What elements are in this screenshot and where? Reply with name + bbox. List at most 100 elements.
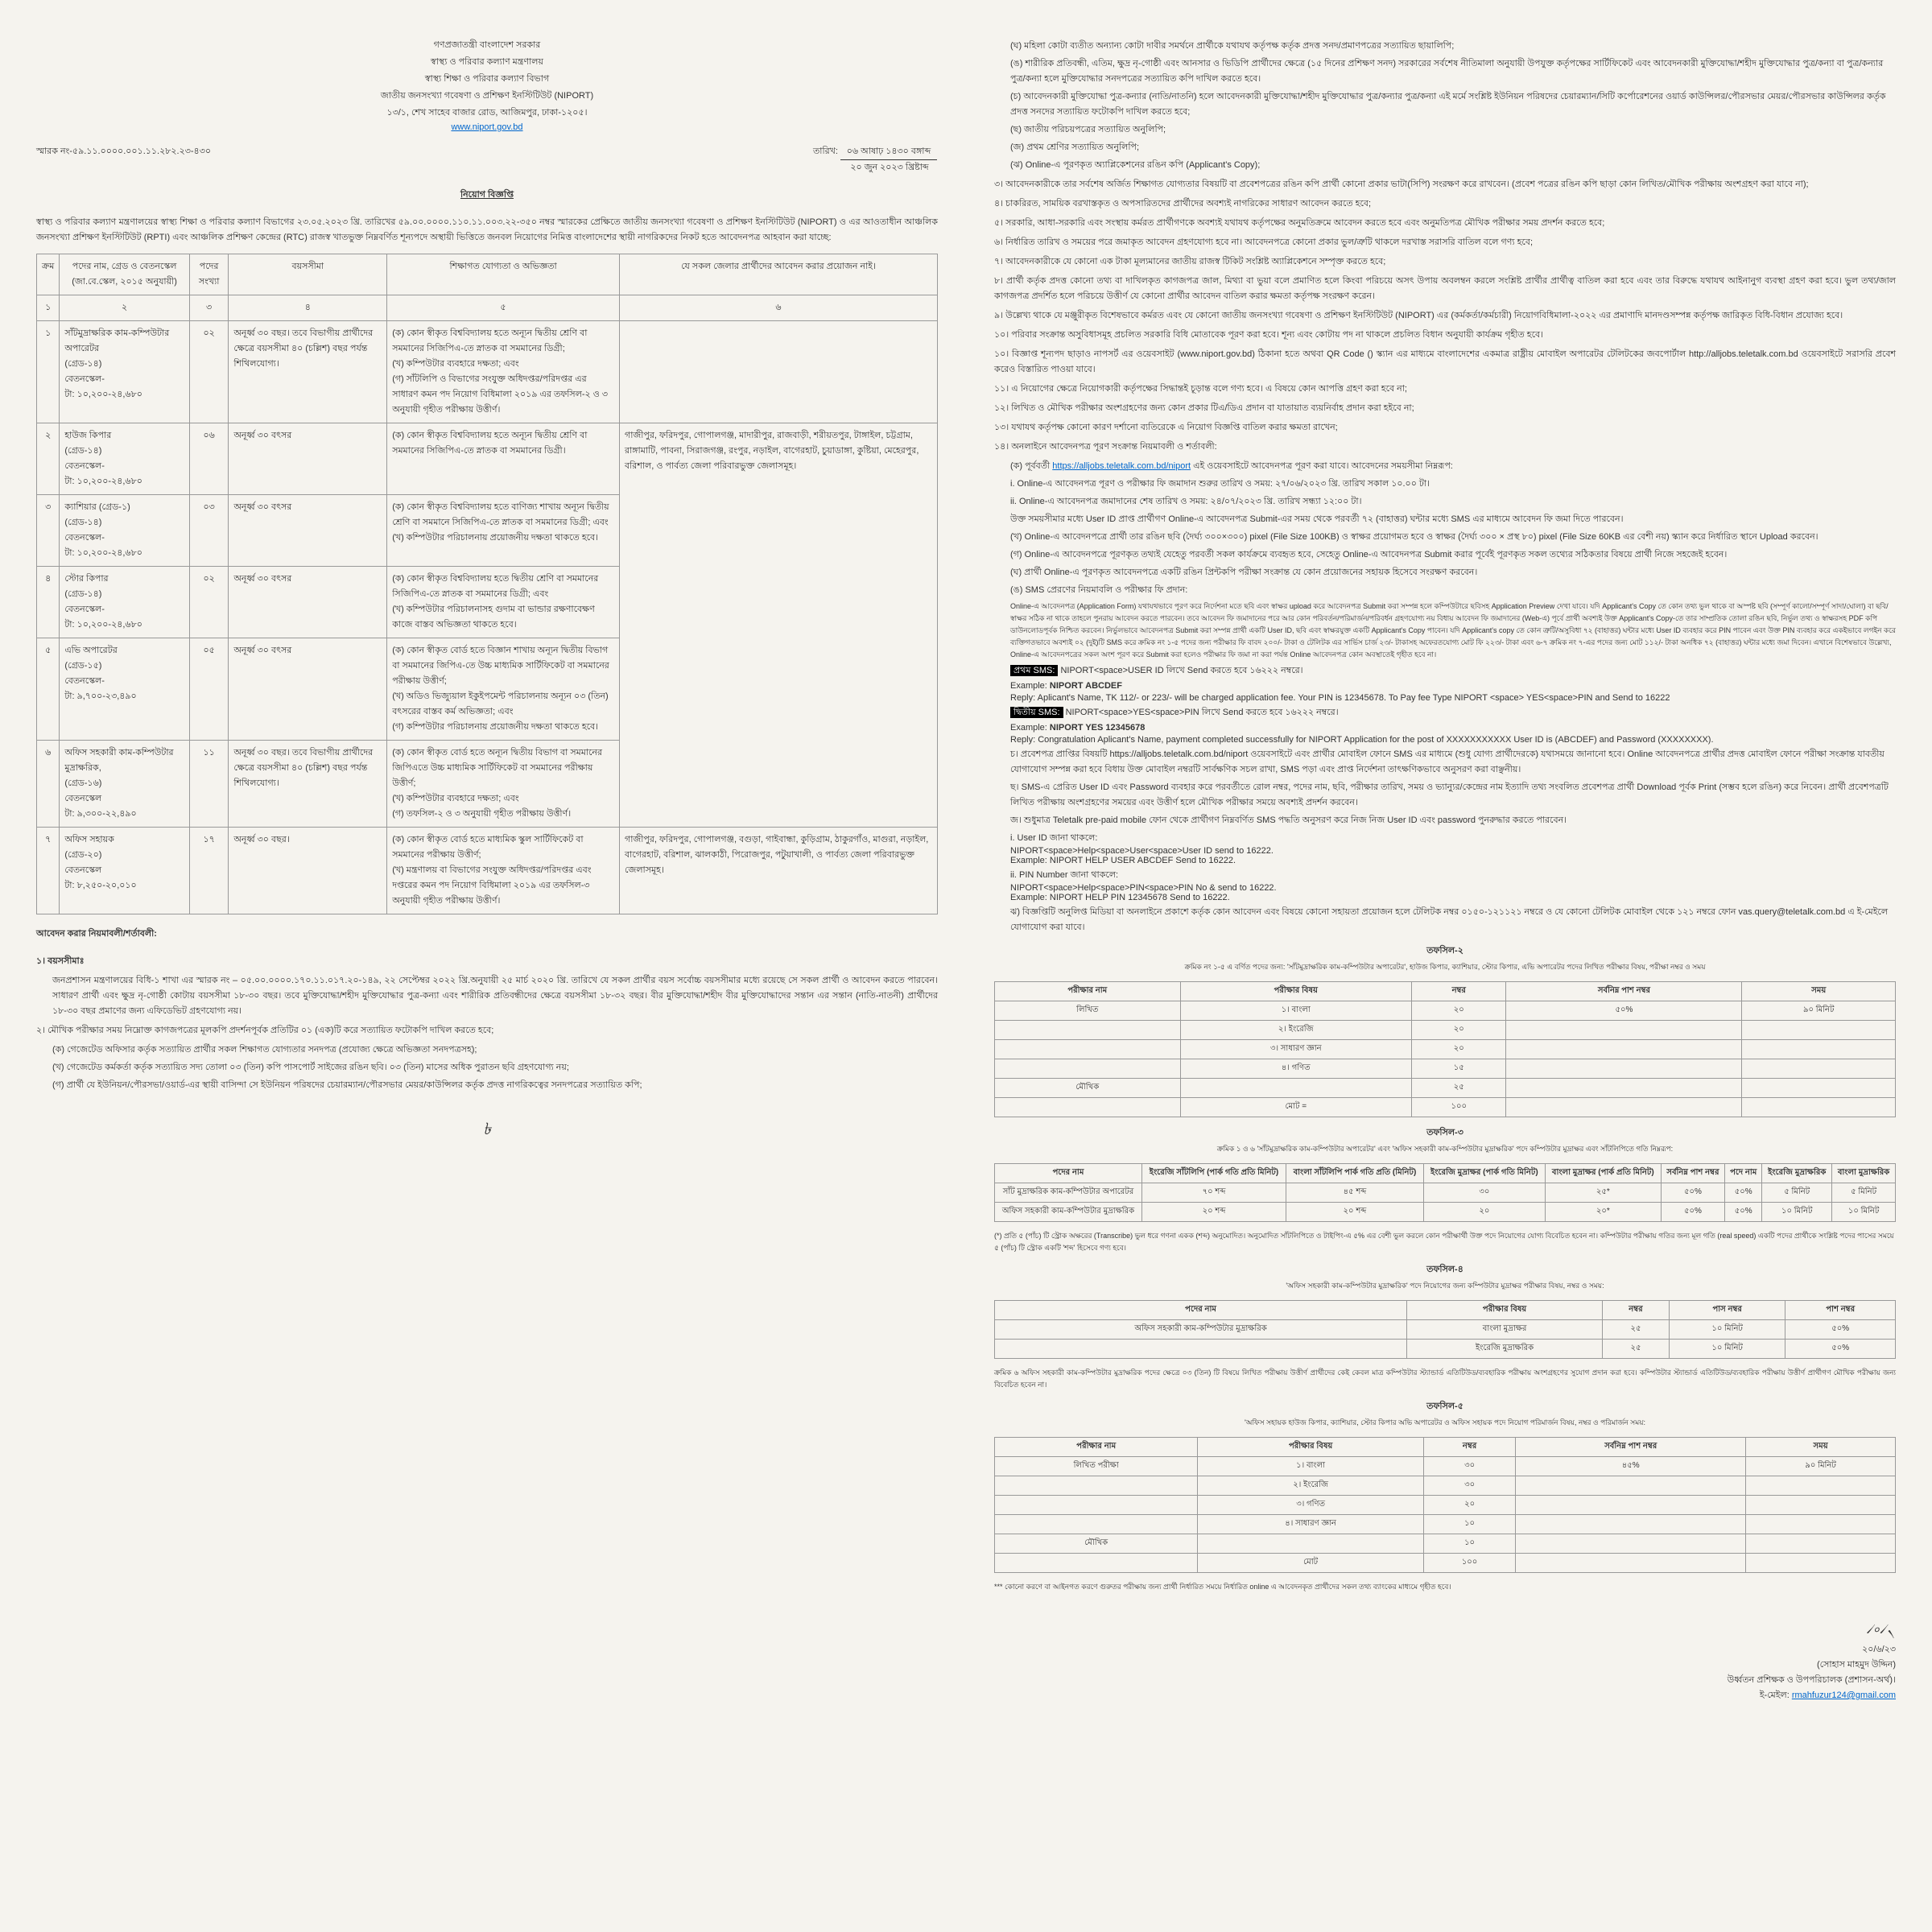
sh3: ৩: [189, 295, 229, 321]
table-cell: ৫০%: [1506, 1001, 1742, 1021]
table-row: ১সাঁটমুদ্রাক্ষরিক কাম-কম্পিউটার অপারেটর …: [37, 321, 938, 423]
table-cell: ১। বাংলা: [1180, 1001, 1411, 1021]
signature-block: ৴৹৴৲ ২০/৬/২৩ (সোহাস মাহমুদ উদ্দিন) উর্ধ্…: [994, 1617, 1896, 1703]
table-cell: ৩। গণিত: [1198, 1496, 1423, 1515]
table-cell: ২। ইংরেজি: [1180, 1021, 1411, 1040]
table-cell: [1742, 1098, 1896, 1117]
table-cell: ৪। গণিত: [1180, 1059, 1411, 1079]
item6: ৬। নির্ধারিত তারিখ ও সময়ের পরে জমাকৃত আ…: [994, 235, 1896, 250]
table-cell-area: [620, 321, 938, 423]
table-cell: ৪৫ শব্দ: [1286, 1183, 1423, 1203]
table-cell: ৩০: [1423, 1476, 1516, 1496]
item14ai: i. Online-এ আবেদনপত্র পূরণ ও পরীক্ষার ফি…: [1010, 477, 1896, 492]
sms2: দ্বিতীয় SMS: NIPORT<space>YES<space>PIN…: [1010, 705, 1896, 720]
website-link[interactable]: www.niport.gov.bd: [451, 122, 522, 132]
table-cell: অনূর্ধ্ব ৩০ বছর।: [229, 828, 387, 914]
email-link[interactable]: rmahfuzur124@gmail.com: [1792, 1690, 1896, 1700]
item3: ৩। আবেদনকারীকে তার সর্বশেষ অর্জিত শিক্ষা…: [994, 177, 1896, 192]
application-link[interactable]: https://alljobs.teletalk.com.bd/niport: [1052, 461, 1191, 471]
table-cell: [1506, 1059, 1742, 1079]
th: ইংরেজি মুদ্রাক্ষরিক: [1762, 1164, 1832, 1183]
table-row: মোট১০০: [995, 1554, 1896, 1573]
item10: ১০। পরিবার সংক্রান্ত অসুবিধাসমূহ প্রচলিত…: [994, 328, 1896, 343]
table-cell: ১০ মিনিট: [1832, 1203, 1896, 1222]
table-cell: ৩। সাধারণ জ্ঞান: [1180, 1040, 1411, 1059]
email-label: ই-মেইল:: [1760, 1690, 1792, 1700]
table-cell: ২। ইংরেজি: [1198, 1476, 1423, 1496]
item14d: (ঘ) প্রার্থী Online-এ পূরণকৃত আবেদনপত্রে…: [1010, 565, 1896, 580]
sms1-label: প্রথম SMS:: [1010, 665, 1058, 676]
table-cell: [1516, 1534, 1746, 1554]
sms1-reply: Reply: Aplicant's Name, TK 112/- or 223/…: [1010, 693, 1896, 703]
notice-title: নিয়োগ বিজ্ঞপ্তি: [36, 188, 938, 203]
th: নম্বর: [1423, 1438, 1516, 1457]
table-row: ২। ইংরেজি২০: [995, 1021, 1896, 1040]
table-cell: (ক) কোন স্বীকৃত বিশ্ববিদ্যালয় হতে অন্যূ…: [387, 321, 620, 423]
item8: ৮। প্রার্থী কর্তৃক প্রদত্ত কোনো তথ্য বা …: [994, 274, 1896, 304]
sch5-title: তফসিল-৫: [994, 1399, 1896, 1414]
table-cell: [1742, 1079, 1896, 1098]
th: ইংরেজি মুদ্রাক্ষর (পার্ক গতি মিনিট): [1423, 1164, 1545, 1183]
table-row: অফিস সহকারী কাম-কম্পিউটার মুদ্রাক্ষরিকবা…: [995, 1320, 1896, 1340]
item2f: (চ) আবেদনকারী মুক্তিযোদ্ধা পুত্র-কন্যার …: [1010, 89, 1896, 120]
table-row: ৪। গণিত১৫: [995, 1059, 1896, 1079]
table-cell: ৫ মিনিট: [1762, 1183, 1832, 1203]
sms-heading: (ঙ) SMS প্রেরণের নিয়মাবলি ও পরীক্ষার ফি…: [1010, 583, 1896, 598]
table-cell: [1516, 1476, 1746, 1496]
table-cell: [995, 1496, 1198, 1515]
item12: ১২। লিখিত ও মৌখিক পরীক্ষার অংশগ্রহণের জন…: [994, 401, 1896, 416]
table-cell: ১০: [1423, 1515, 1516, 1534]
item2b: (খ) গেজেটেড কর্মকর্তা কর্তৃক সত্যায়িত স…: [52, 1060, 938, 1075]
table-cell: ৩০: [1423, 1183, 1545, 1203]
page-1: গণপ্রজাতন্ত্রী বাংলাদেশ সরকার স্বাস্থ্য …: [16, 16, 958, 1724]
age-limit-title: ১। বয়সসীমাঃ: [36, 954, 938, 969]
table-row: ২হাউজ কিপার (গ্রেড-১৪) বেতনস্কেল- টা: ১০…: [37, 423, 938, 495]
table-cell: ০৩: [189, 495, 229, 567]
table-cell: অফিস সহায়ক (গ্রেড-২০) বেতনস্কেল টা: ৮,২…: [60, 828, 190, 914]
jobs-table: ক্রম পদের নাম, গ্রেড ও বেতনস্কেল (জা.বে.…: [36, 254, 938, 914]
th: পরীক্ষার নাম: [995, 982, 1181, 1001]
item4: ৪। চাকরিরত, সাময়িক বরখাস্তকৃত ও অপসারিত…: [994, 196, 1896, 212]
th-qual: শিক্ষাগত যোগ্যতা ও অভিজ্ঞতা: [387, 254, 620, 295]
table-cell: অফিস সহকারী কাম-কম্পিউটার মুদ্রাক্ষরিক: [995, 1203, 1142, 1222]
sh4: ৪: [229, 295, 387, 321]
age-limit-text: জনপ্রশাসন মন্ত্রণালয়ের বিধি-১ শাখা এর স…: [52, 973, 938, 1019]
header-line4: জাতীয় জনসংখ্যা গবেষণা ও প্রশিক্ষণ ইনস্ট…: [36, 89, 938, 104]
table-cell: (ক) কোন স্বীকৃত বিশ্ববিদ্যালয় হতে অন্যূ…: [387, 423, 620, 495]
sch3-title: তফসিল-৩: [994, 1125, 1896, 1141]
table-cell: ১৫: [1412, 1059, 1506, 1079]
schedule-3-table: পদের নামইংরেজি সাঁটলিপি (পার্ক গতি প্রতি…: [994, 1163, 1896, 1222]
table-cell: ২০ শব্দ: [1142, 1203, 1286, 1222]
table-cell: [1506, 1079, 1742, 1098]
item14b: (খ) Online-এ আবেদনপত্রে প্রার্থী তার রঙি…: [1010, 530, 1896, 545]
sig-date: ২০/৬/২৩: [994, 1642, 1896, 1657]
table-cell: [1746, 1476, 1896, 1496]
sh1: ১: [37, 295, 60, 321]
table-cell: ৫০%: [1725, 1183, 1762, 1203]
table-row: মৌখিক১০: [995, 1534, 1896, 1554]
table-cell: ২৫: [1603, 1320, 1670, 1340]
table-cell: ৩০: [1423, 1457, 1516, 1476]
table-cell: [1506, 1098, 1742, 1117]
item14i: ঝ) বিজ্ঞপ্তিটি অনুলিপ্ত মিডিয়া বা অনলাই…: [1010, 905, 1896, 935]
schedule-4-table: পদের নামপরীক্ষার বিষয়নম্বরপাস নম্বরপাশ …: [994, 1300, 1896, 1359]
table-cell: [995, 1040, 1181, 1059]
th-area: যে সকল জেলার প্রার্থীদের আবেদন করার প্রয…: [620, 254, 938, 295]
sch3-note: ক্রমিক ১ ও ৬ 'সাঁটমুদ্রাক্ষরিক কাম-কম্পি…: [994, 1143, 1896, 1155]
th: পরীক্ষার নাম: [995, 1438, 1198, 1457]
table-cell: মোট =: [1180, 1098, 1411, 1117]
table-cell: [995, 1476, 1198, 1496]
table-cell: মোট: [1198, 1554, 1423, 1573]
table-cell: ১০ মিনিট: [1762, 1203, 1832, 1222]
sh2: ২: [60, 295, 190, 321]
th: বাংলা মুদ্রাক্ষরিক: [1832, 1164, 1896, 1183]
continuation-mark: ৳: [36, 1117, 938, 1144]
table-cell: [1516, 1554, 1746, 1573]
sch4-note: 'অফিস সহকারী কাম-কম্পিউটার মুদ্রাক্ষরিক'…: [994, 1280, 1896, 1292]
th: পদের নাম: [995, 1164, 1142, 1183]
table-row: ইংরেজি মুদ্রাক্ষরিক২৫১০ মিনিট৫০%: [995, 1340, 1896, 1359]
th: পরীক্ষার বিষয়: [1407, 1301, 1603, 1320]
table-cell: ৫ মিনিট: [1832, 1183, 1896, 1203]
gov-header: গণপ্রজাতন্ত্রী বাংলাদেশ সরকার স্বাস্থ্য …: [36, 38, 938, 132]
page-2: (ঘ) মহিলা কোটা ব্যতীত অন্যান্য কোটা দাবী…: [974, 16, 1916, 1724]
